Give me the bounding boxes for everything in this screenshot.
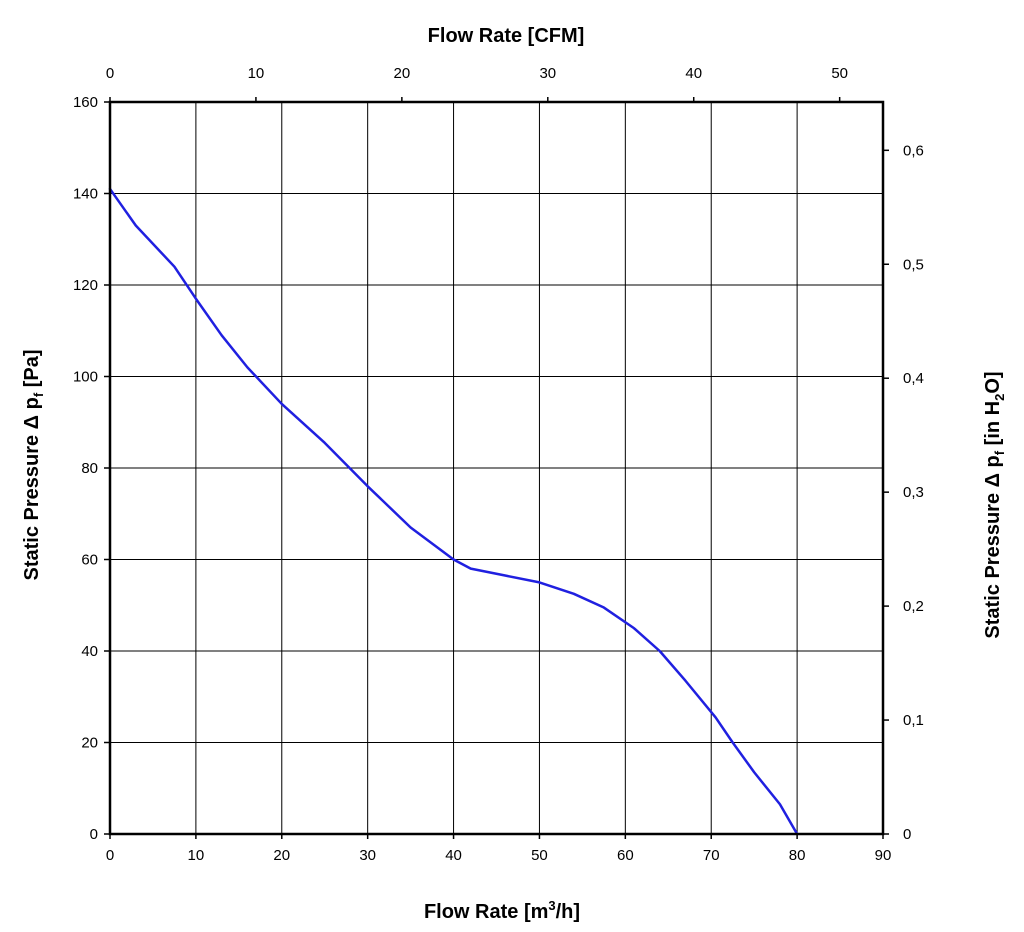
tick-label-bottom: 80	[789, 847, 806, 864]
tick-label-top: 40	[685, 65, 702, 82]
tick-label-left: 60	[81, 552, 98, 569]
tick-label-left: 80	[81, 460, 98, 477]
tick-label-left: 120	[73, 277, 98, 294]
tick-label-top: 30	[539, 65, 556, 82]
tick-label-left: 160	[73, 94, 98, 111]
tick-label-bottom: 20	[273, 847, 290, 864]
tick-label-right: 0,1	[903, 712, 924, 729]
tick-label-left: 20	[81, 735, 98, 752]
tick-label-bottom: 30	[359, 847, 376, 864]
tick-label-left: 0	[90, 826, 98, 843]
tick-label-bottom: 60	[617, 847, 634, 864]
tick-marks	[104, 97, 889, 839]
series-layer	[108, 187, 799, 836]
tick-label-right: 0	[903, 826, 911, 843]
tick-label-bottom: 10	[188, 847, 205, 864]
left-axis-title: Static Pressure Δ pf [Pa]	[21, 349, 46, 580]
tick-label-bottom: 70	[703, 847, 720, 864]
tick-label-right: 0,4	[903, 370, 924, 387]
right-axis-title: Static Pressure Δ pf [in H2O]	[982, 371, 1007, 638]
tick-label-top: 20	[394, 65, 411, 82]
tick-label-top: 50	[831, 65, 848, 82]
series-line-fan-curve	[108, 187, 799, 836]
grid-lines	[110, 102, 883, 834]
tick-label-top: 0	[106, 65, 114, 82]
tick-label-right: 0,5	[903, 256, 924, 273]
tick-label-left: 140	[73, 186, 98, 203]
tick-label-right: 0,2	[903, 598, 924, 615]
tick-label-left: 100	[73, 369, 98, 386]
tick-label-bottom: 90	[875, 847, 892, 864]
tick-labels: 0 10 20 30 40 50 60 70 80 90020406080100120140160…	[73, 65, 924, 864]
tick-label-bottom: 40	[445, 847, 462, 864]
top-axis-title: Flow Rate [CFM]	[428, 25, 585, 47]
tick-label-bottom: 50	[531, 847, 548, 864]
tick-label-right: 0,6	[903, 142, 924, 159]
tick-label-right: 0,3	[903, 484, 924, 501]
tick-label-left: 40	[81, 643, 98, 660]
bottom-axis-title: Flow Rate [m3/h]	[424, 898, 580, 923]
tick-label-bottom: 0	[106, 847, 114, 864]
tick-label-top: 10	[248, 65, 265, 82]
